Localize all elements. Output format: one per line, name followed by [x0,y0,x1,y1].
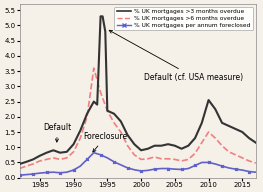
Text: Foreclosure: Foreclosure [84,132,128,152]
Text: Default (cf. USA measure): Default (cf. USA measure) [109,30,244,82]
Text: Default: Default [43,123,72,142]
Legend: % UK mortgages >3 months overdue, % UK mortgages >6 months overdue, % UK mortgag: % UK mortgages >3 months overdue, % UK m… [114,7,253,31]
